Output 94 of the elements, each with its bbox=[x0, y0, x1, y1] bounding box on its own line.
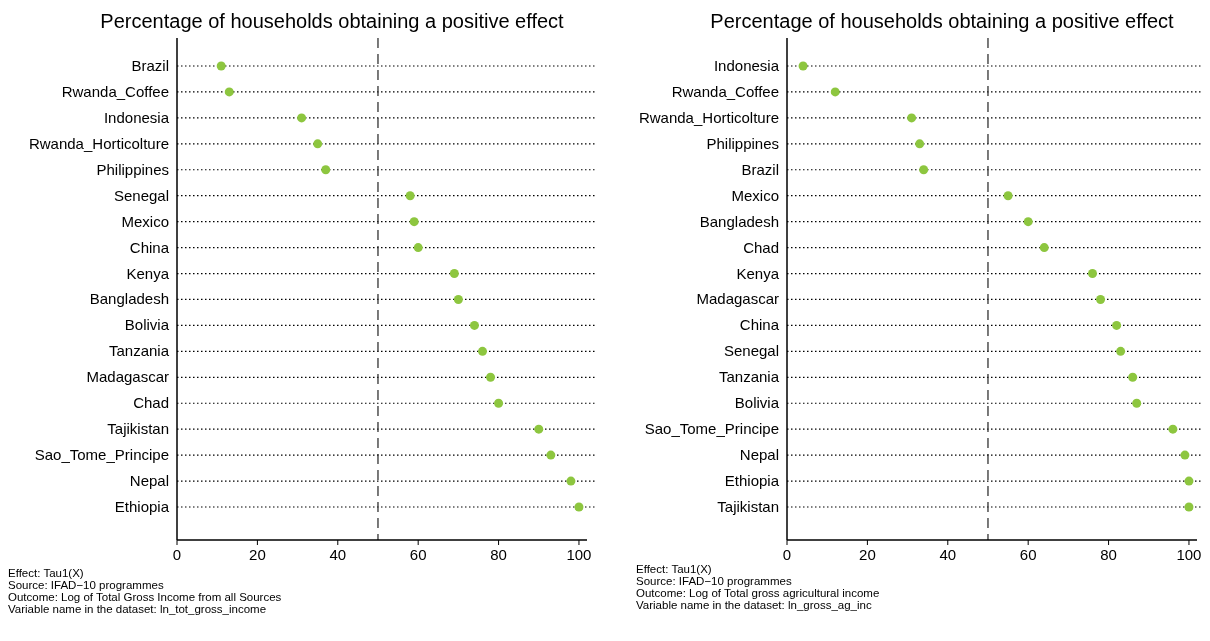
point bbox=[224, 87, 234, 97]
x-tick-label: 0 bbox=[782, 546, 792, 563]
point bbox=[1003, 191, 1013, 201]
point bbox=[798, 61, 808, 71]
text: Outcome: Log of Total gross agricultural income bbox=[636, 587, 880, 599]
x-tick-label: 40 bbox=[329, 546, 347, 563]
y-tick-label: Rwanda_Coffee bbox=[671, 82, 779, 100]
y-tick-label: Chad bbox=[133, 394, 169, 412]
text: Effect: Tau1(X) bbox=[8, 567, 84, 579]
text: Outcome: Log of Total Gross Income from all Sources bbox=[8, 591, 282, 603]
y-tick-label: Rwanda_Coffee bbox=[61, 82, 169, 100]
point bbox=[907, 113, 917, 123]
point bbox=[830, 87, 840, 97]
y-tick-label: China bbox=[129, 238, 170, 256]
x-tick-label: 60 bbox=[1019, 546, 1037, 563]
point bbox=[494, 398, 504, 408]
source-note: Source: IFAD−10 programmes bbox=[636, 575, 792, 587]
point bbox=[566, 476, 576, 486]
point bbox=[1184, 502, 1194, 512]
point bbox=[919, 165, 929, 175]
point bbox=[313, 139, 323, 149]
point bbox=[486, 372, 496, 382]
y-tick-label: Indonesia bbox=[713, 57, 780, 74]
x-tick-label: 20 bbox=[859, 546, 876, 563]
point bbox=[469, 320, 479, 330]
x-tick-label: 100 bbox=[1176, 546, 1202, 563]
y-tick-label: Sao_Tome_Principe bbox=[34, 446, 169, 464]
point bbox=[1184, 476, 1194, 486]
point bbox=[574, 502, 584, 512]
y-tick-label: Philippines bbox=[706, 134, 779, 152]
y-tick-label: Brazil bbox=[741, 160, 779, 178]
y-tick-label: Brazil bbox=[131, 57, 169, 74]
y-tick-label: Madagascar bbox=[86, 368, 169, 386]
point bbox=[1112, 320, 1122, 330]
point bbox=[449, 269, 459, 279]
y-tick-label: Mexico bbox=[731, 186, 779, 204]
point bbox=[477, 346, 487, 356]
y-tick-label: Chad bbox=[743, 238, 779, 256]
y-tick-label: Bangladesh bbox=[699, 212, 779, 230]
point bbox=[1116, 346, 1126, 356]
y-tick-label: Indonesia bbox=[103, 108, 170, 126]
y-tick-label: Tajikistan bbox=[717, 498, 779, 515]
y-tick-label: Bolivia bbox=[124, 316, 170, 334]
y-tick-label: Tajikistan bbox=[107, 420, 169, 438]
y-tick-label: Rwanda_Horticolture bbox=[28, 134, 169, 152]
point bbox=[546, 450, 556, 460]
y-tick-label: Tanzania bbox=[108, 342, 170, 360]
y-tick-label: Mexico bbox=[121, 212, 169, 230]
point bbox=[1023, 217, 1033, 227]
point bbox=[453, 294, 463, 304]
point bbox=[1128, 372, 1138, 382]
point bbox=[1132, 398, 1142, 408]
point bbox=[915, 139, 925, 149]
point bbox=[1096, 294, 1106, 304]
point bbox=[1039, 243, 1049, 253]
x-tick-label: 80 bbox=[1100, 546, 1117, 563]
y-tick-label: Tanzania bbox=[718, 368, 780, 386]
y-tick-label: Philippines bbox=[96, 160, 169, 178]
y-tick-label: Kenya bbox=[126, 264, 170, 282]
y-tick-label: Nepal bbox=[739, 446, 779, 464]
x-tick-label: 0 bbox=[172, 546, 182, 563]
point bbox=[1168, 424, 1178, 434]
y-tick-label: Bolivia bbox=[734, 394, 780, 412]
x-tick-label: 100 bbox=[566, 546, 592, 563]
y-tick-label: Senegal bbox=[113, 186, 169, 204]
y-tick-label: China bbox=[739, 316, 780, 334]
source-note: Source: IFAD−10 programmes bbox=[8, 579, 164, 591]
point bbox=[1180, 450, 1190, 460]
text: Effect: Tau1(X) bbox=[636, 563, 712, 575]
point bbox=[409, 217, 419, 227]
point bbox=[405, 191, 415, 201]
x-tick-label: 80 bbox=[490, 546, 507, 563]
point bbox=[1087, 269, 1097, 279]
x-tick-label: 20 bbox=[249, 546, 266, 563]
y-tick-label: Madagascar bbox=[696, 290, 779, 308]
y-tick-label: Sao_Tome_Principe bbox=[644, 420, 779, 438]
point bbox=[297, 113, 307, 123]
y-tick-label: Ethiopia bbox=[724, 472, 780, 490]
point bbox=[321, 165, 331, 175]
text: Variable name in the dataset: ln_gross_ag_inc bbox=[636, 599, 872, 611]
y-tick-label: Nepal bbox=[129, 472, 169, 490]
point bbox=[534, 424, 544, 434]
y-tick-label: Rwanda_Horticolture bbox=[638, 108, 779, 126]
chart-title: Percentage of households obtaining a positive effect bbox=[100, 10, 565, 32]
point bbox=[413, 243, 423, 253]
x-tick-label: 40 bbox=[939, 546, 957, 563]
y-tick-label: Senegal bbox=[723, 342, 779, 360]
x-tick-label: 60 bbox=[409, 546, 427, 563]
point bbox=[216, 61, 226, 71]
text: Variable name in the dataset: ln_tot_gross_income bbox=[8, 603, 267, 615]
y-tick-label: Bangladesh bbox=[89, 290, 169, 308]
y-tick-label: Ethiopia bbox=[114, 498, 170, 515]
chart-title: Percentage of households obtaining a positive effect bbox=[710, 10, 1175, 32]
y-tick-label: Kenya bbox=[736, 264, 780, 282]
